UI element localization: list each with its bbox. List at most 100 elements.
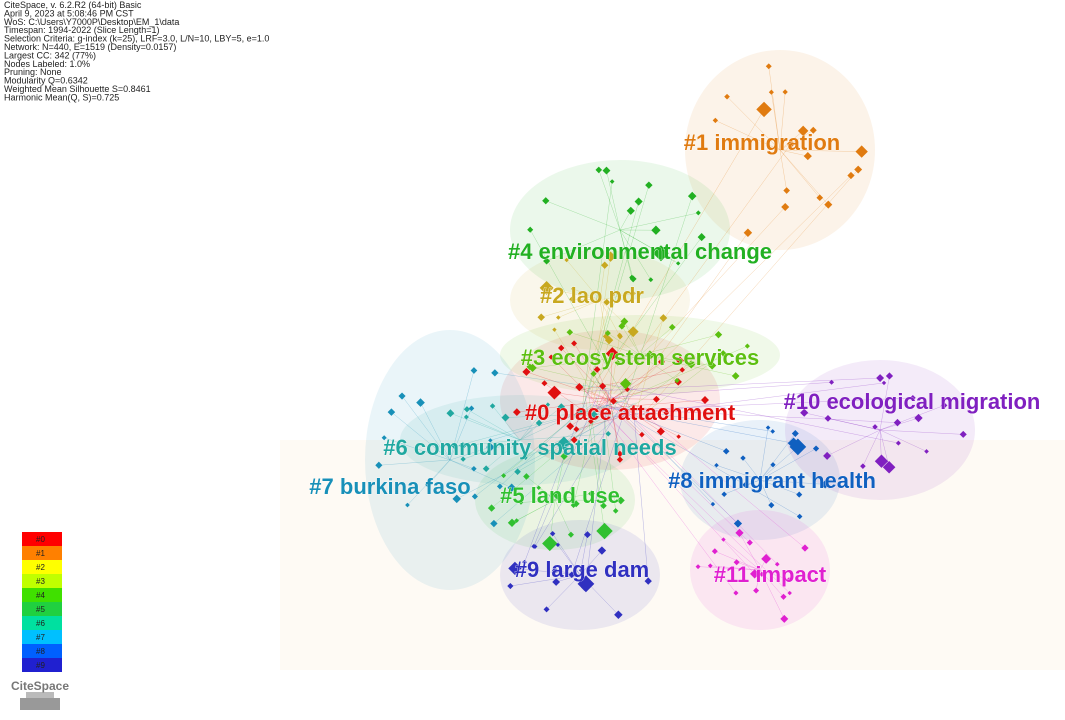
edge (698, 566, 761, 571)
edge (401, 395, 451, 461)
legend-label: #4 (36, 591, 45, 600)
header-line: Network: N=440, E=1519 (Density=0.0157) (4, 42, 176, 52)
edge (511, 499, 556, 524)
node (626, 206, 635, 215)
edge (879, 375, 890, 431)
node (768, 89, 774, 95)
node (668, 323, 676, 331)
edge (638, 397, 913, 410)
edge (759, 427, 769, 481)
node (893, 418, 902, 427)
cluster-halo (510, 160, 730, 300)
edges (378, 66, 964, 620)
edge (526, 476, 556, 501)
edge (759, 479, 826, 485)
node (614, 360, 621, 366)
node (770, 429, 776, 434)
edge (391, 411, 451, 461)
node (631, 290, 636, 296)
edge (623, 407, 778, 565)
legend-swatch (22, 658, 62, 672)
node (398, 392, 406, 400)
edge (554, 493, 592, 501)
legend-label: #5 (36, 605, 45, 614)
edge (617, 232, 749, 416)
edge (637, 353, 724, 420)
node (876, 374, 885, 382)
node (720, 350, 727, 357)
edge (538, 487, 556, 501)
edge (609, 399, 621, 454)
edge (554, 499, 572, 535)
node (604, 335, 614, 345)
legend-swatch (22, 532, 62, 546)
logo-icon (20, 698, 60, 710)
edge (594, 345, 748, 413)
header-line: WoS: C:\Users\Y7000P\Desktop\EM_1\data (4, 17, 179, 27)
edge (581, 386, 737, 594)
edge (779, 149, 808, 157)
edge (590, 236, 702, 389)
node (829, 379, 835, 385)
edge (492, 405, 521, 441)
edge (449, 446, 491, 461)
node (780, 593, 787, 600)
node (547, 385, 562, 400)
edge (603, 416, 616, 511)
node (569, 296, 575, 302)
node (568, 571, 576, 578)
edge (571, 397, 630, 575)
node (711, 548, 718, 555)
edge (759, 433, 796, 481)
node (881, 380, 887, 386)
header-line: Largest CC: 342 (77%) (4, 50, 96, 60)
edge (599, 293, 634, 301)
edge (759, 479, 772, 506)
edge (606, 170, 621, 231)
node (714, 463, 719, 468)
edge (879, 429, 964, 435)
node (721, 537, 726, 542)
node (405, 502, 410, 508)
node (491, 369, 499, 377)
edge (779, 130, 814, 151)
edge (633, 406, 649, 582)
edge (514, 568, 581, 576)
edge (715, 120, 781, 151)
node (761, 553, 772, 564)
edge (619, 229, 633, 278)
node (940, 402, 948, 409)
node (789, 438, 807, 456)
edge (724, 479, 761, 495)
node (596, 522, 613, 540)
node (746, 539, 753, 546)
edge (609, 399, 621, 460)
edge (599, 265, 605, 301)
halos (365, 50, 975, 630)
edge (619, 212, 699, 231)
node (513, 408, 521, 416)
edge (608, 383, 626, 420)
edge (614, 404, 739, 524)
node (634, 197, 643, 206)
node (695, 210, 701, 216)
edge (768, 66, 781, 151)
header-line: Weighted Mean Silhouette S=0.8461 (4, 84, 151, 94)
edge (779, 130, 804, 151)
edge (634, 317, 664, 417)
cluster-halo (400, 395, 640, 485)
legend-label: #6 (36, 619, 45, 628)
edge (610, 361, 662, 401)
edge (573, 387, 601, 506)
edge (588, 340, 610, 418)
node (588, 418, 594, 425)
edge (519, 404, 549, 441)
node (735, 528, 744, 537)
edge (613, 382, 885, 418)
edge (593, 109, 765, 396)
node (780, 614, 789, 623)
edge (519, 422, 540, 441)
edge (617, 410, 800, 517)
edge (505, 413, 590, 418)
